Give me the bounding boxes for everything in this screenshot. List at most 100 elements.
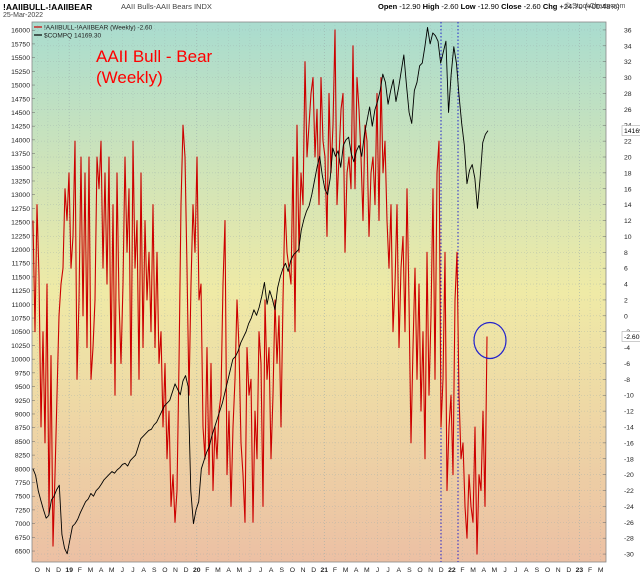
right-tick-label: -18 [624, 456, 634, 463]
right-tick-label: -26 [624, 520, 634, 527]
x-tick-label: 21 [321, 567, 329, 574]
right-tick-label: 18 [624, 170, 632, 177]
left-tick-label: 7750 [15, 480, 30, 487]
x-tick-label: O [162, 567, 167, 574]
x-tick-label: M [598, 567, 604, 574]
left-tick-label: 7500 [15, 494, 30, 501]
x-tick-label: M [343, 567, 349, 574]
left-tick-label: 10500 [11, 329, 30, 336]
left-tick-label: 13750 [11, 151, 30, 158]
left-tick-label: 8000 [15, 466, 30, 473]
left-tick-label: 14000 [11, 137, 30, 144]
left-tick-label: 12750 [11, 206, 30, 213]
left-tick-label: 9500 [15, 384, 30, 391]
right-tick-label: 12 [624, 218, 632, 225]
left-tick-label: 9750 [15, 370, 30, 377]
left-tick-label: 11250 [12, 288, 31, 295]
compq-last-tag: 14169.3 [621, 125, 640, 136]
left-tick-label: 10000 [11, 357, 30, 364]
right-tick-label: 36 [624, 27, 632, 34]
x-tick-label: 19 [65, 567, 73, 574]
left-tick-label: 10250 [11, 343, 30, 350]
x-tick-label: 23 [576, 567, 584, 574]
left-tick-label: 11000 [12, 302, 31, 309]
x-tick-label: M [364, 567, 370, 574]
x-tick-label: M [492, 567, 498, 574]
x-tick-label: F [588, 567, 592, 574]
chart-title-line: AAII Bull - Bear [96, 47, 213, 66]
annotations: -2.60 14169.3 [473, 125, 640, 360]
compq-last-box [621, 125, 640, 136]
right-tick-label: 16 [624, 186, 632, 193]
left-tick-label: 13500 [11, 165, 30, 172]
high-label: High [422, 2, 440, 11]
x-tick-label: N [556, 567, 561, 574]
x-tick-label: A [481, 567, 486, 574]
open-value: -12.90 [399, 2, 421, 11]
x-tick-label: D [439, 567, 444, 574]
x-tick-label: A [226, 567, 231, 574]
right-tick-label: 14 [624, 202, 632, 209]
right-tick-label: -4 [624, 345, 630, 352]
last-value-box [621, 331, 640, 342]
low-label: Low [460, 2, 476, 11]
left-tick-label: 12000 [11, 247, 30, 254]
symbol-label: !AAIIBULL-!AAIIBEAR [3, 2, 93, 12]
left-tick-label: 15750 [11, 41, 30, 48]
left-tick-label: 10750 [11, 316, 30, 323]
x-tick-label: A [99, 567, 104, 574]
left-tick-label: 14750 [11, 96, 30, 103]
x-tick-label: 20 [193, 567, 201, 574]
x-tick-label: F [333, 567, 337, 574]
left-tick-label: 14250 [11, 124, 30, 131]
x-tick-label: J [248, 567, 251, 574]
low-value: -12.90 [477, 2, 499, 11]
x-tick-label: J [503, 567, 506, 574]
x-tick-label: A [269, 567, 274, 574]
x-tick-label: S [535, 567, 540, 574]
chg-value: +24.70 (+00.48%) [559, 2, 620, 11]
right-tick-label: 30 [624, 75, 632, 82]
left-tick-label: 15500 [11, 55, 30, 62]
x-tick-label: S [280, 567, 285, 574]
right-tick-label: -30 [624, 552, 634, 559]
x-tick-label: D [311, 567, 316, 574]
right-tick-label: -16 [624, 440, 634, 447]
right-tick-label: 0 [624, 313, 628, 320]
x-tick-label: A [141, 567, 146, 574]
open-label: Open [378, 2, 398, 11]
x-tick-label: F [460, 567, 464, 574]
left-tick-label: 15000 [11, 83, 30, 90]
left-tick-label: 9000 [15, 411, 30, 418]
x-tick-label: M [470, 567, 476, 574]
last-value-tag: -2.60 [621, 331, 640, 342]
x-tick-label: M [215, 567, 221, 574]
left-tick-label: 13250 [11, 178, 30, 185]
right-tick-label: -14 [624, 425, 634, 432]
x-tick-label: M [236, 567, 242, 574]
plot-background [31, 21, 607, 563]
close-label: Close [501, 2, 522, 11]
chg-label: Chg [542, 2, 558, 11]
right-tick-label: 20 [624, 155, 632, 162]
x-tick-label: O [290, 567, 295, 574]
legend: !AAIIBULL-!AAIIBEAR (Weekly) -2.60$COMPQ… [34, 25, 153, 40]
left-tick-label: 8250 [15, 453, 30, 460]
left-tick-label: 15250 [11, 69, 30, 76]
left-tick-label: 12500 [11, 220, 30, 227]
x-tick-label: N [45, 567, 50, 574]
right-tick-label: 26 [624, 107, 632, 114]
right-tick-label: 8 [624, 250, 628, 257]
x-tick-label: F [205, 567, 209, 574]
right-tick-label: -20 [624, 472, 634, 479]
left-tick-label: 13000 [11, 192, 30, 199]
right-tick-label: 34 [624, 43, 632, 50]
left-tick-label: 11750 [12, 261, 31, 268]
x-tick-label: A [396, 567, 401, 574]
left-tick-label: 16000 [11, 28, 30, 35]
compq-last-label: 14169.3 [624, 128, 640, 135]
legend-entry: !AAIIBULL-!AAIIBEAR (Weekly) -2.60 [44, 25, 153, 32]
right-tick-label: 4 [624, 282, 628, 289]
